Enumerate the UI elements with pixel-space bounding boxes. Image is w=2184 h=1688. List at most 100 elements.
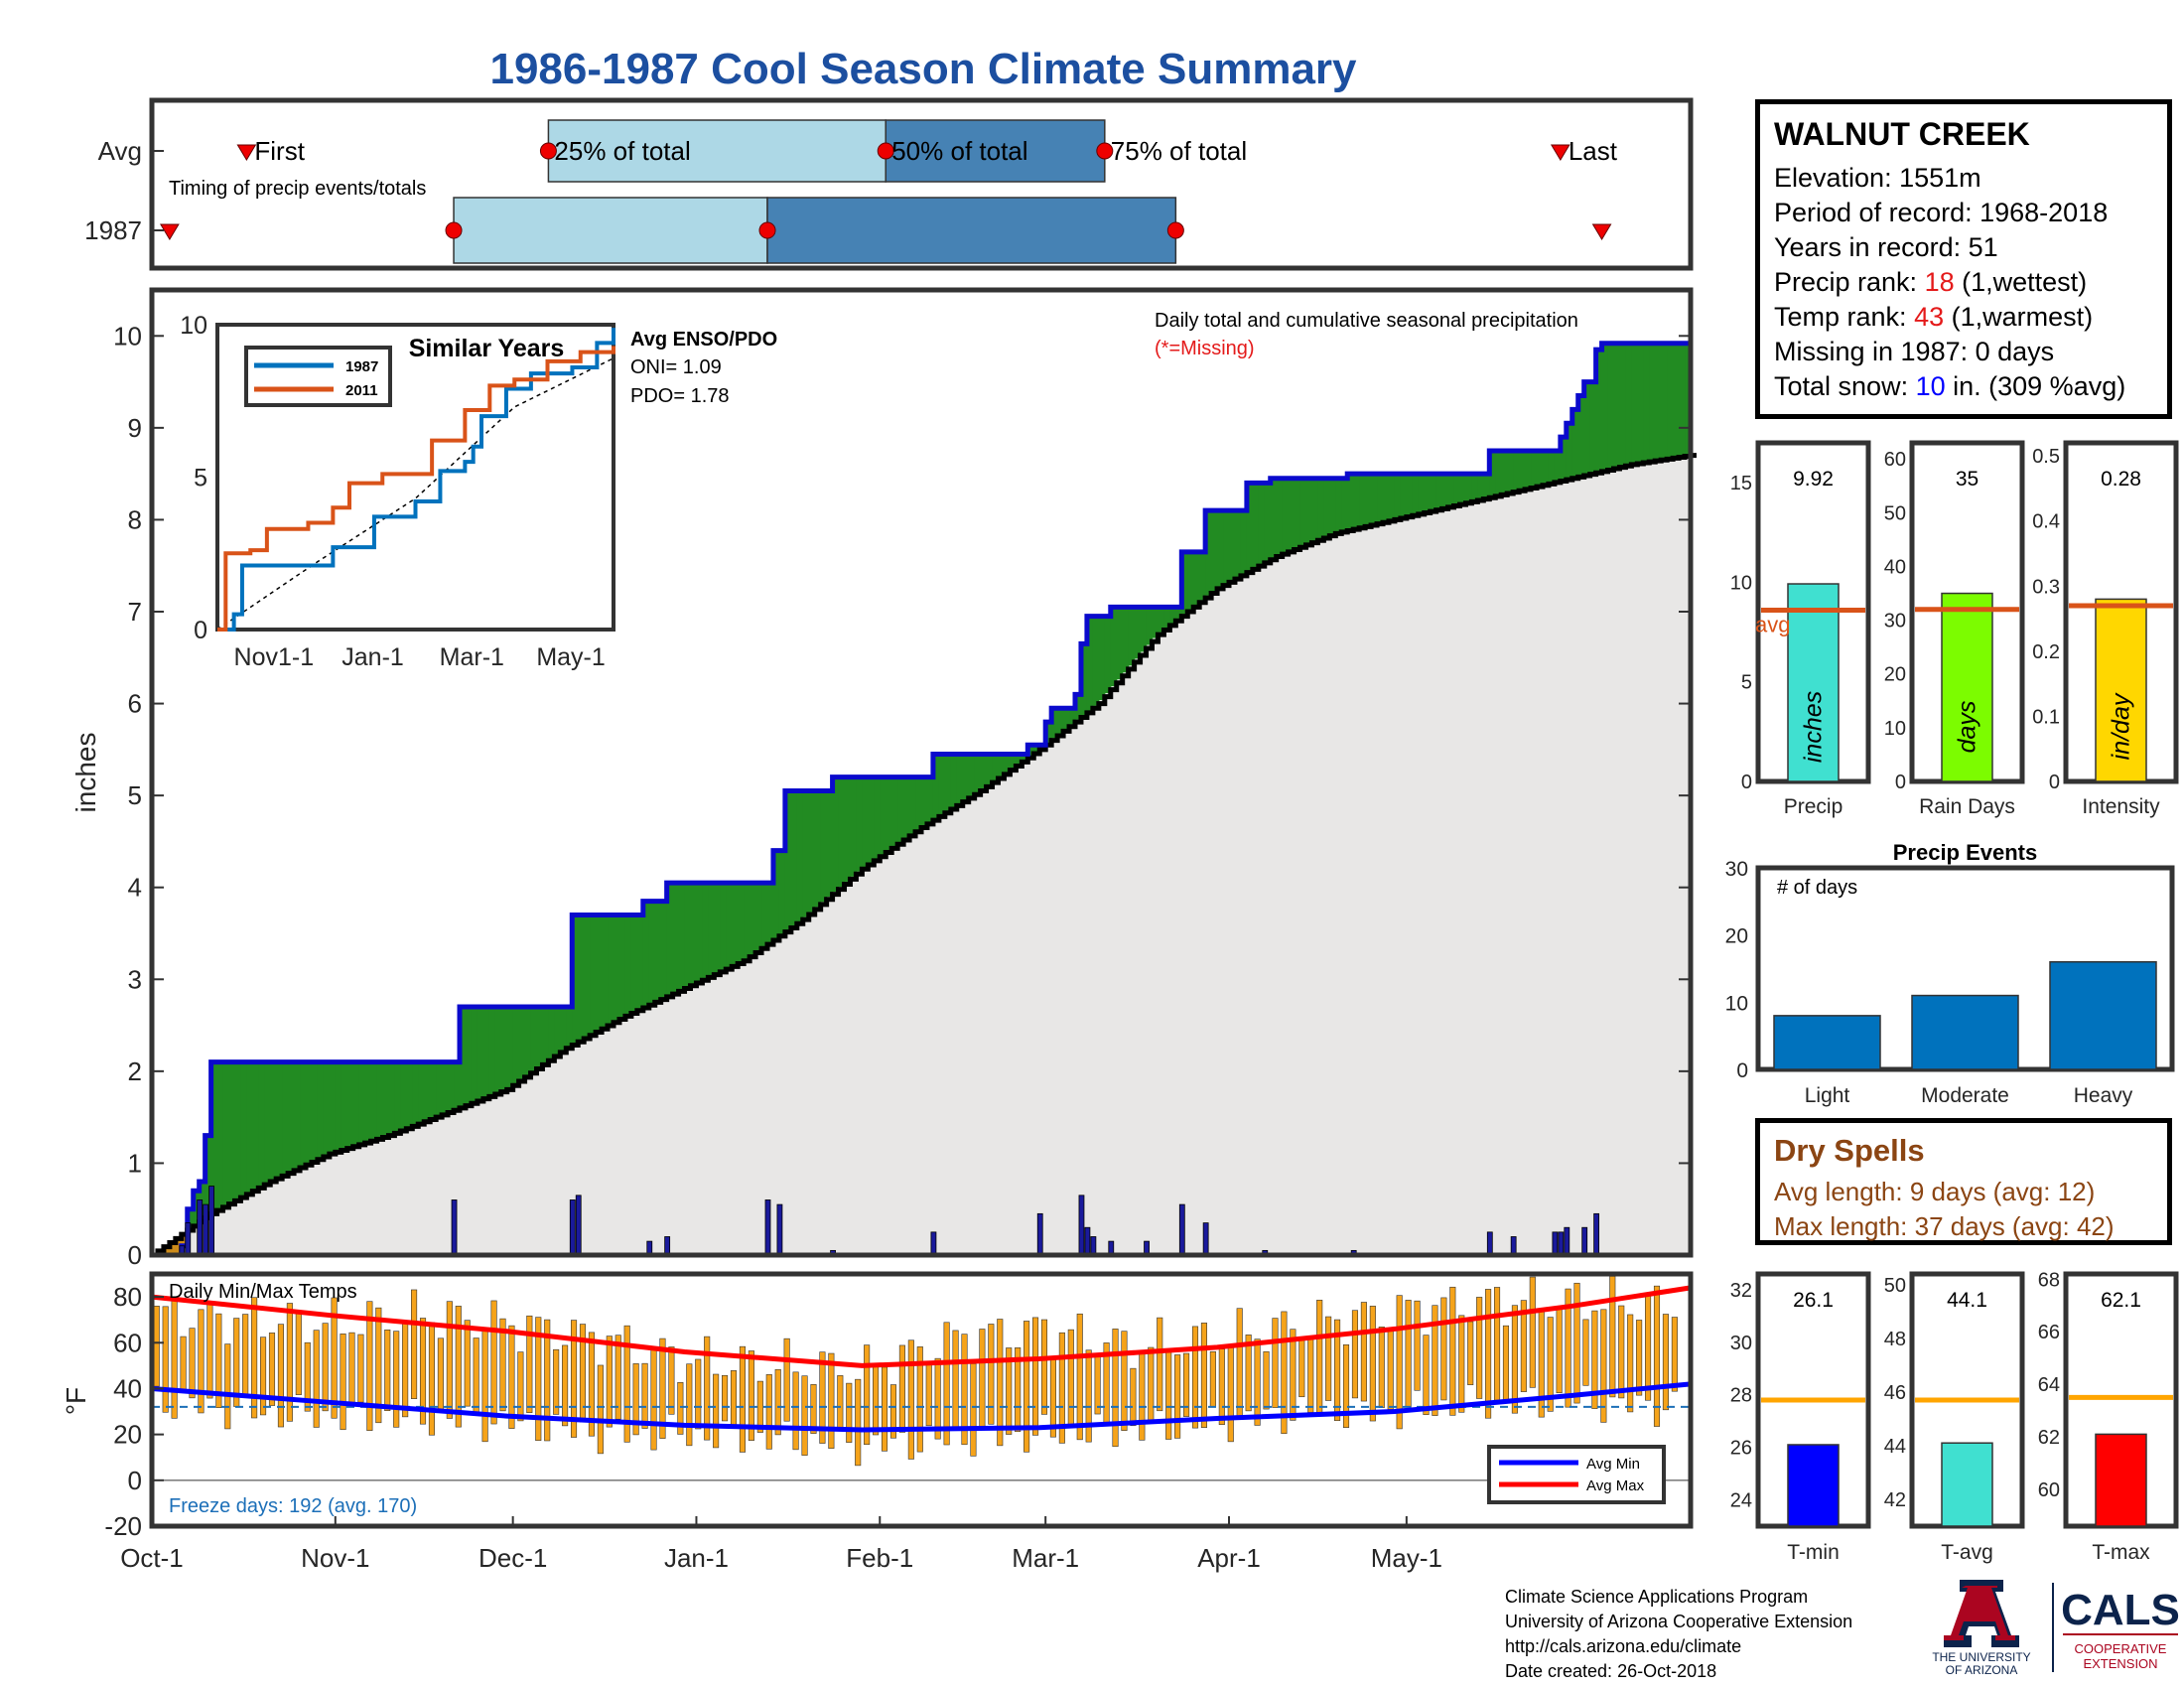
snow-value: 10 xyxy=(1915,371,1946,401)
temp-y-axis-label: °F xyxy=(61,1387,91,1415)
events-category-label: Light xyxy=(1805,1084,1850,1107)
above-average-fill xyxy=(696,883,704,982)
above-average-fill xyxy=(1560,437,1568,481)
tsum-y-tick-label: 68 xyxy=(2038,1269,2060,1291)
daily-temp-bar xyxy=(1209,1350,1216,1407)
above-average-fill xyxy=(341,1061,348,1150)
above-average-fill xyxy=(1335,478,1342,533)
inset-series-2011 xyxy=(217,346,615,632)
timing-row-label: Avg xyxy=(98,136,142,166)
daily-temp-bar xyxy=(837,1375,844,1429)
above-average-fill xyxy=(1187,551,1194,610)
daily-temp-bar xyxy=(251,1297,258,1419)
daily-temp-bar xyxy=(713,1373,720,1449)
inset-x-tick-label: May-1 xyxy=(536,643,605,671)
above-average-fill xyxy=(1010,754,1017,769)
daily-temp-bar xyxy=(1325,1316,1332,1401)
above-average-fill xyxy=(962,754,970,800)
daily-temp-bar xyxy=(428,1322,436,1436)
above-average-fill xyxy=(1430,474,1437,511)
daily-temp-bar xyxy=(473,1337,479,1416)
daily-temp-bar xyxy=(215,1313,222,1408)
daily-temp-bar xyxy=(348,1332,355,1405)
above-average-fill xyxy=(335,1061,342,1152)
above-average-fill xyxy=(660,901,668,999)
daily-precip-bar xyxy=(1084,1226,1091,1256)
daily-temp-bar xyxy=(677,1382,684,1435)
temp-y-tick-label: 20 xyxy=(113,1420,142,1450)
daily-temp-bar xyxy=(1112,1329,1119,1448)
daily-temp-bar xyxy=(774,1368,781,1436)
daily-temp-bar xyxy=(1254,1338,1261,1426)
daily-temp-bar xyxy=(481,1331,488,1443)
above-average-fill xyxy=(566,1007,573,1048)
tsum-y-tick-label: 30 xyxy=(1730,1333,1752,1354)
above-average-fill xyxy=(306,1061,313,1164)
above-average-fill xyxy=(856,776,863,872)
summary-y-tick-label: 30 xyxy=(1884,611,1906,633)
timing-quartile-marker xyxy=(445,221,463,239)
above-average-fill xyxy=(1365,474,1372,526)
daily-temp-bar xyxy=(765,1374,772,1450)
above-average-fill xyxy=(738,883,745,963)
summary-y-tick-label: 0 xyxy=(2049,772,2060,793)
above-average-fill xyxy=(903,776,910,838)
daily-temp-bar xyxy=(1165,1349,1172,1440)
above-average-fill xyxy=(323,1061,331,1156)
above-average-fill xyxy=(530,1007,538,1071)
summary-y-tick-label: 0.5 xyxy=(2032,446,2060,468)
credits-block: Climate Science Applications Program Uni… xyxy=(1505,1585,1852,1684)
above-average-fill xyxy=(246,1061,253,1194)
summary-y-tick-label: 0.2 xyxy=(2032,641,2060,663)
avg-cumulative-line xyxy=(152,453,1697,1258)
precip-rank: Precip rank: 18 (1,wettest) xyxy=(1774,265,2153,300)
above-average-fill xyxy=(388,1061,396,1135)
snow-label: Total snow: xyxy=(1774,371,1916,401)
above-average-fill xyxy=(1359,474,1366,528)
daily-temp-bar xyxy=(224,1343,231,1430)
daily-precip-bar xyxy=(569,1199,576,1256)
daily-temp-bar xyxy=(1556,1307,1563,1394)
daily-temp-bar xyxy=(659,1337,666,1439)
above-average-fill xyxy=(300,1061,307,1167)
daily-precip-bar xyxy=(776,1203,783,1256)
summary-panel-name: Rain Days xyxy=(1919,795,2015,818)
above-average-fill xyxy=(1548,451,1556,484)
daily-temp-bar xyxy=(1520,1300,1527,1392)
summary-y-tick-label: 5 xyxy=(1741,672,1752,694)
credits-line-1: Climate Science Applications Program xyxy=(1505,1587,1809,1607)
daily-temp-bar xyxy=(1662,1314,1669,1411)
above-average-fill xyxy=(400,1061,407,1130)
temp-rank: Temp rank: 43 (1,warmest) xyxy=(1774,300,2153,335)
cumulative-precip-chart: 0 1 2 3 4 5 6 7 8 9 10 inches Daily total and cumula… xyxy=(70,287,1697,1270)
above-average-fill xyxy=(974,754,982,793)
daily-temp-bar xyxy=(739,1345,746,1453)
y-tick-label: 4 xyxy=(128,873,142,903)
tsum-y-tick-label: 60 xyxy=(2038,1479,2060,1501)
above-average-fill xyxy=(1175,607,1182,619)
daily-temp-bar xyxy=(1600,1309,1607,1423)
summary-unit-label: inches xyxy=(1800,691,1828,763)
above-average-fill xyxy=(1264,483,1272,562)
daily-temp-bar xyxy=(916,1346,923,1453)
daily-temp-bar xyxy=(189,1328,196,1399)
timing-first-last-marker xyxy=(1550,144,1570,161)
daily-temp-bar xyxy=(1627,1314,1634,1413)
above-average-fill xyxy=(1110,607,1118,687)
above-average-fill xyxy=(886,776,892,851)
daily-temp-bar xyxy=(1378,1327,1385,1408)
above-average-fill xyxy=(1537,451,1544,487)
above-average-fill xyxy=(1299,478,1307,547)
daily-precip-bar xyxy=(1090,1236,1097,1256)
tsum-y-tick-label: 66 xyxy=(2038,1322,2060,1343)
above-average-fill xyxy=(1057,708,1064,734)
month-tick-label: Jan-1 xyxy=(664,1543,729,1573)
above-average-fill xyxy=(1371,474,1378,525)
above-average-fill xyxy=(436,1061,443,1116)
tsum-bar-T-avg xyxy=(1941,1442,1993,1527)
inset-title: Similar Years xyxy=(409,335,565,362)
month-tick-label: Dec-1 xyxy=(478,1543,547,1573)
above-average-fill xyxy=(862,776,869,868)
daily-precip-bar xyxy=(185,1222,192,1256)
timing-box-upper xyxy=(885,119,1106,183)
